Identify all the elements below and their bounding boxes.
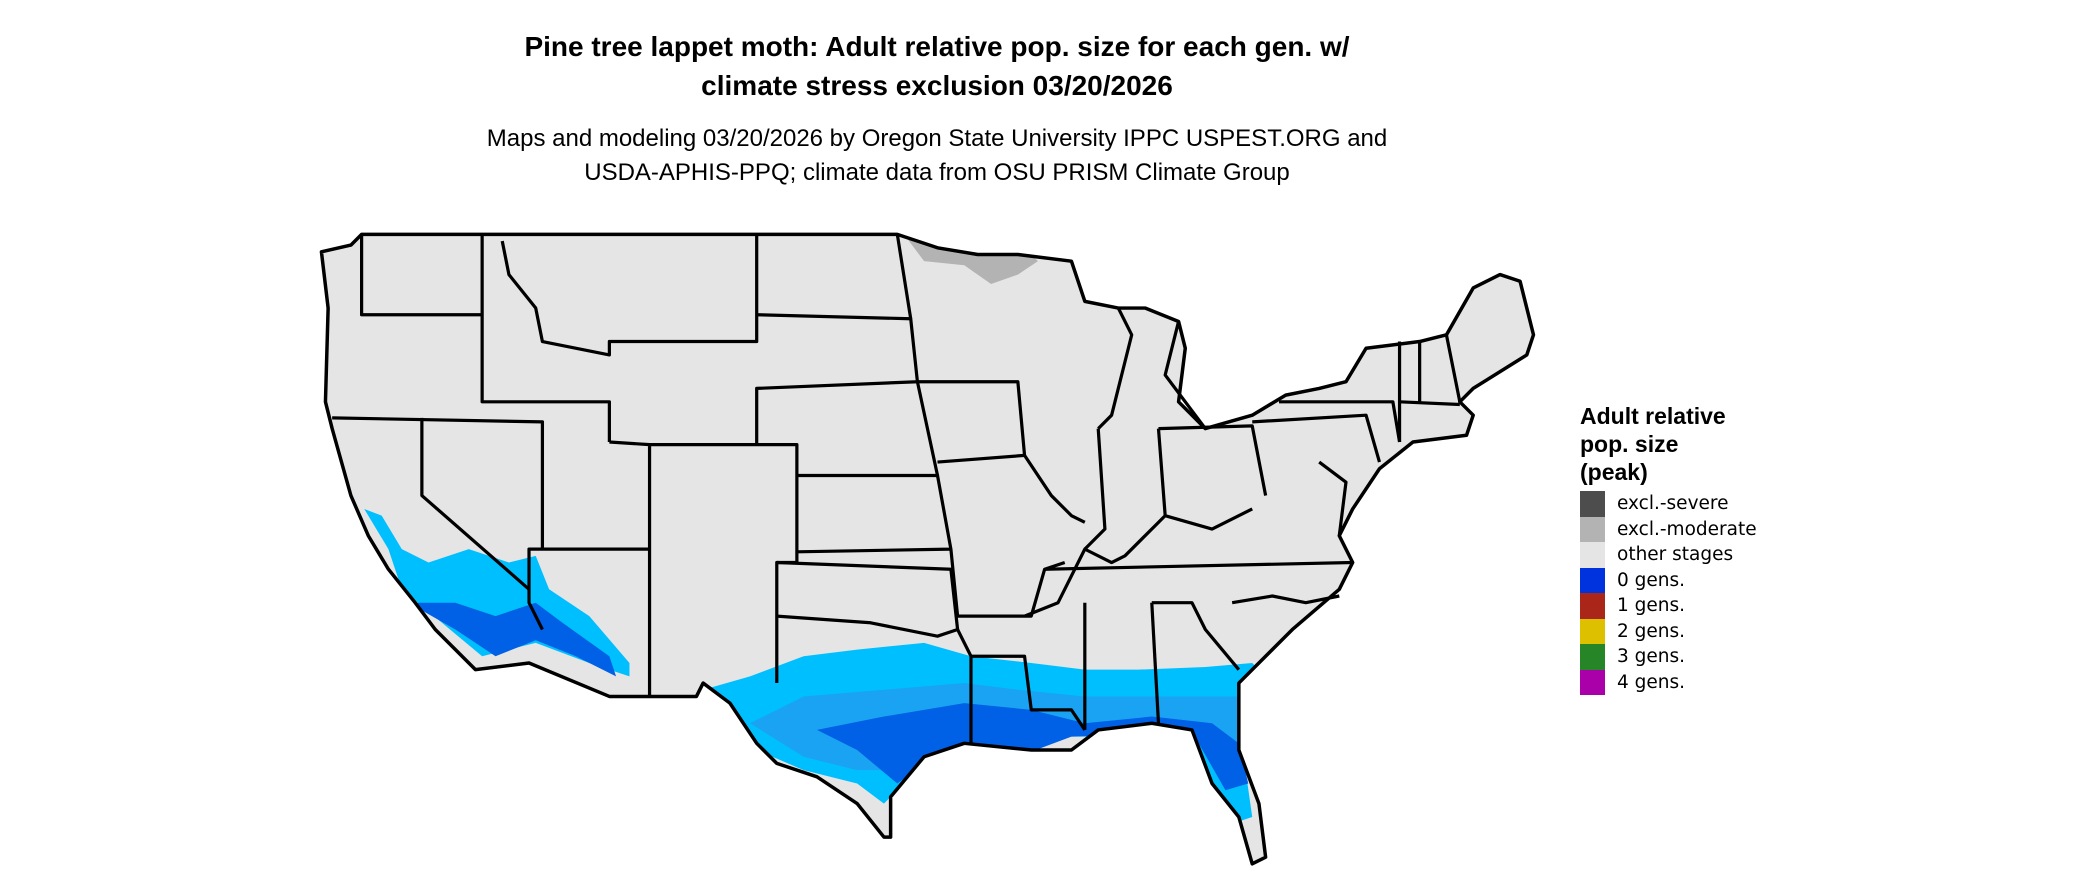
- legend-swatch: [1580, 516, 1605, 542]
- legend-swatch: [1580, 593, 1605, 619]
- legend-label: excl.-moderate: [1617, 518, 1757, 540]
- zero-gen-dark-region-west: [408, 602, 617, 677]
- us-outline: [319, 232, 1536, 866]
- legend: Adult relative pop. size (peak) excl.-se…: [1580, 402, 1780, 695]
- legend-label: 2 gens.: [1617, 620, 1686, 642]
- legend-swatch: [1580, 567, 1605, 593]
- legend-item: 4 gens.: [1580, 669, 1780, 695]
- legend-title-line-1: Adult relative: [1580, 403, 1726, 429]
- legend-label: 1 gens.: [1617, 595, 1686, 617]
- legend-title: Adult relative pop. size (peak): [1580, 402, 1780, 486]
- legend-label: 0 gens.: [1617, 569, 1686, 591]
- title-line-1: Pine tree lappet moth: Adult relative po…: [524, 31, 1350, 62]
- legend-item: 3 gens.: [1580, 644, 1780, 670]
- legend-item: 2 gens.: [1580, 618, 1780, 644]
- legend-title-line-3: (peak): [1580, 459, 1648, 485]
- legend-title-line-2: pop. size: [1580, 431, 1679, 457]
- legend-item: 1 gens.: [1580, 593, 1780, 619]
- legend-swatch: [1580, 644, 1605, 670]
- title-line-2: climate stress exclusion 03/20/2026: [701, 70, 1173, 101]
- subtitle-line-2: USDA-APHIS-PPQ; climate data from OSU PR…: [584, 159, 1290, 186]
- legend-swatch: [1580, 669, 1605, 695]
- legend-label: 3 gens.: [1617, 646, 1686, 668]
- legend-item: excl.-severe: [1580, 491, 1780, 517]
- legend-item: 0 gens.: [1580, 567, 1780, 593]
- legend-label: 4 gens.: [1617, 671, 1686, 693]
- legend-swatch: [1580, 491, 1605, 517]
- subtitle-line-1: Maps and modeling 03/20/2026 by Oregon S…: [486, 125, 1388, 152]
- legend-swatch: [1580, 618, 1605, 644]
- legend-label: other stages: [1617, 544, 1734, 566]
- legend-item: other stages: [1580, 542, 1780, 568]
- legend-label: excl.-severe: [1617, 493, 1729, 515]
- legend-item: excl.-moderate: [1580, 516, 1780, 542]
- map-title: Pine tree lappet moth: Adult relative po…: [337, 27, 1537, 105]
- legend-swatch: [1580, 542, 1605, 568]
- map-subtitle: Maps and modeling 03/20/2026 by Oregon S…: [337, 122, 1537, 190]
- state-borders: [332, 234, 1462, 744]
